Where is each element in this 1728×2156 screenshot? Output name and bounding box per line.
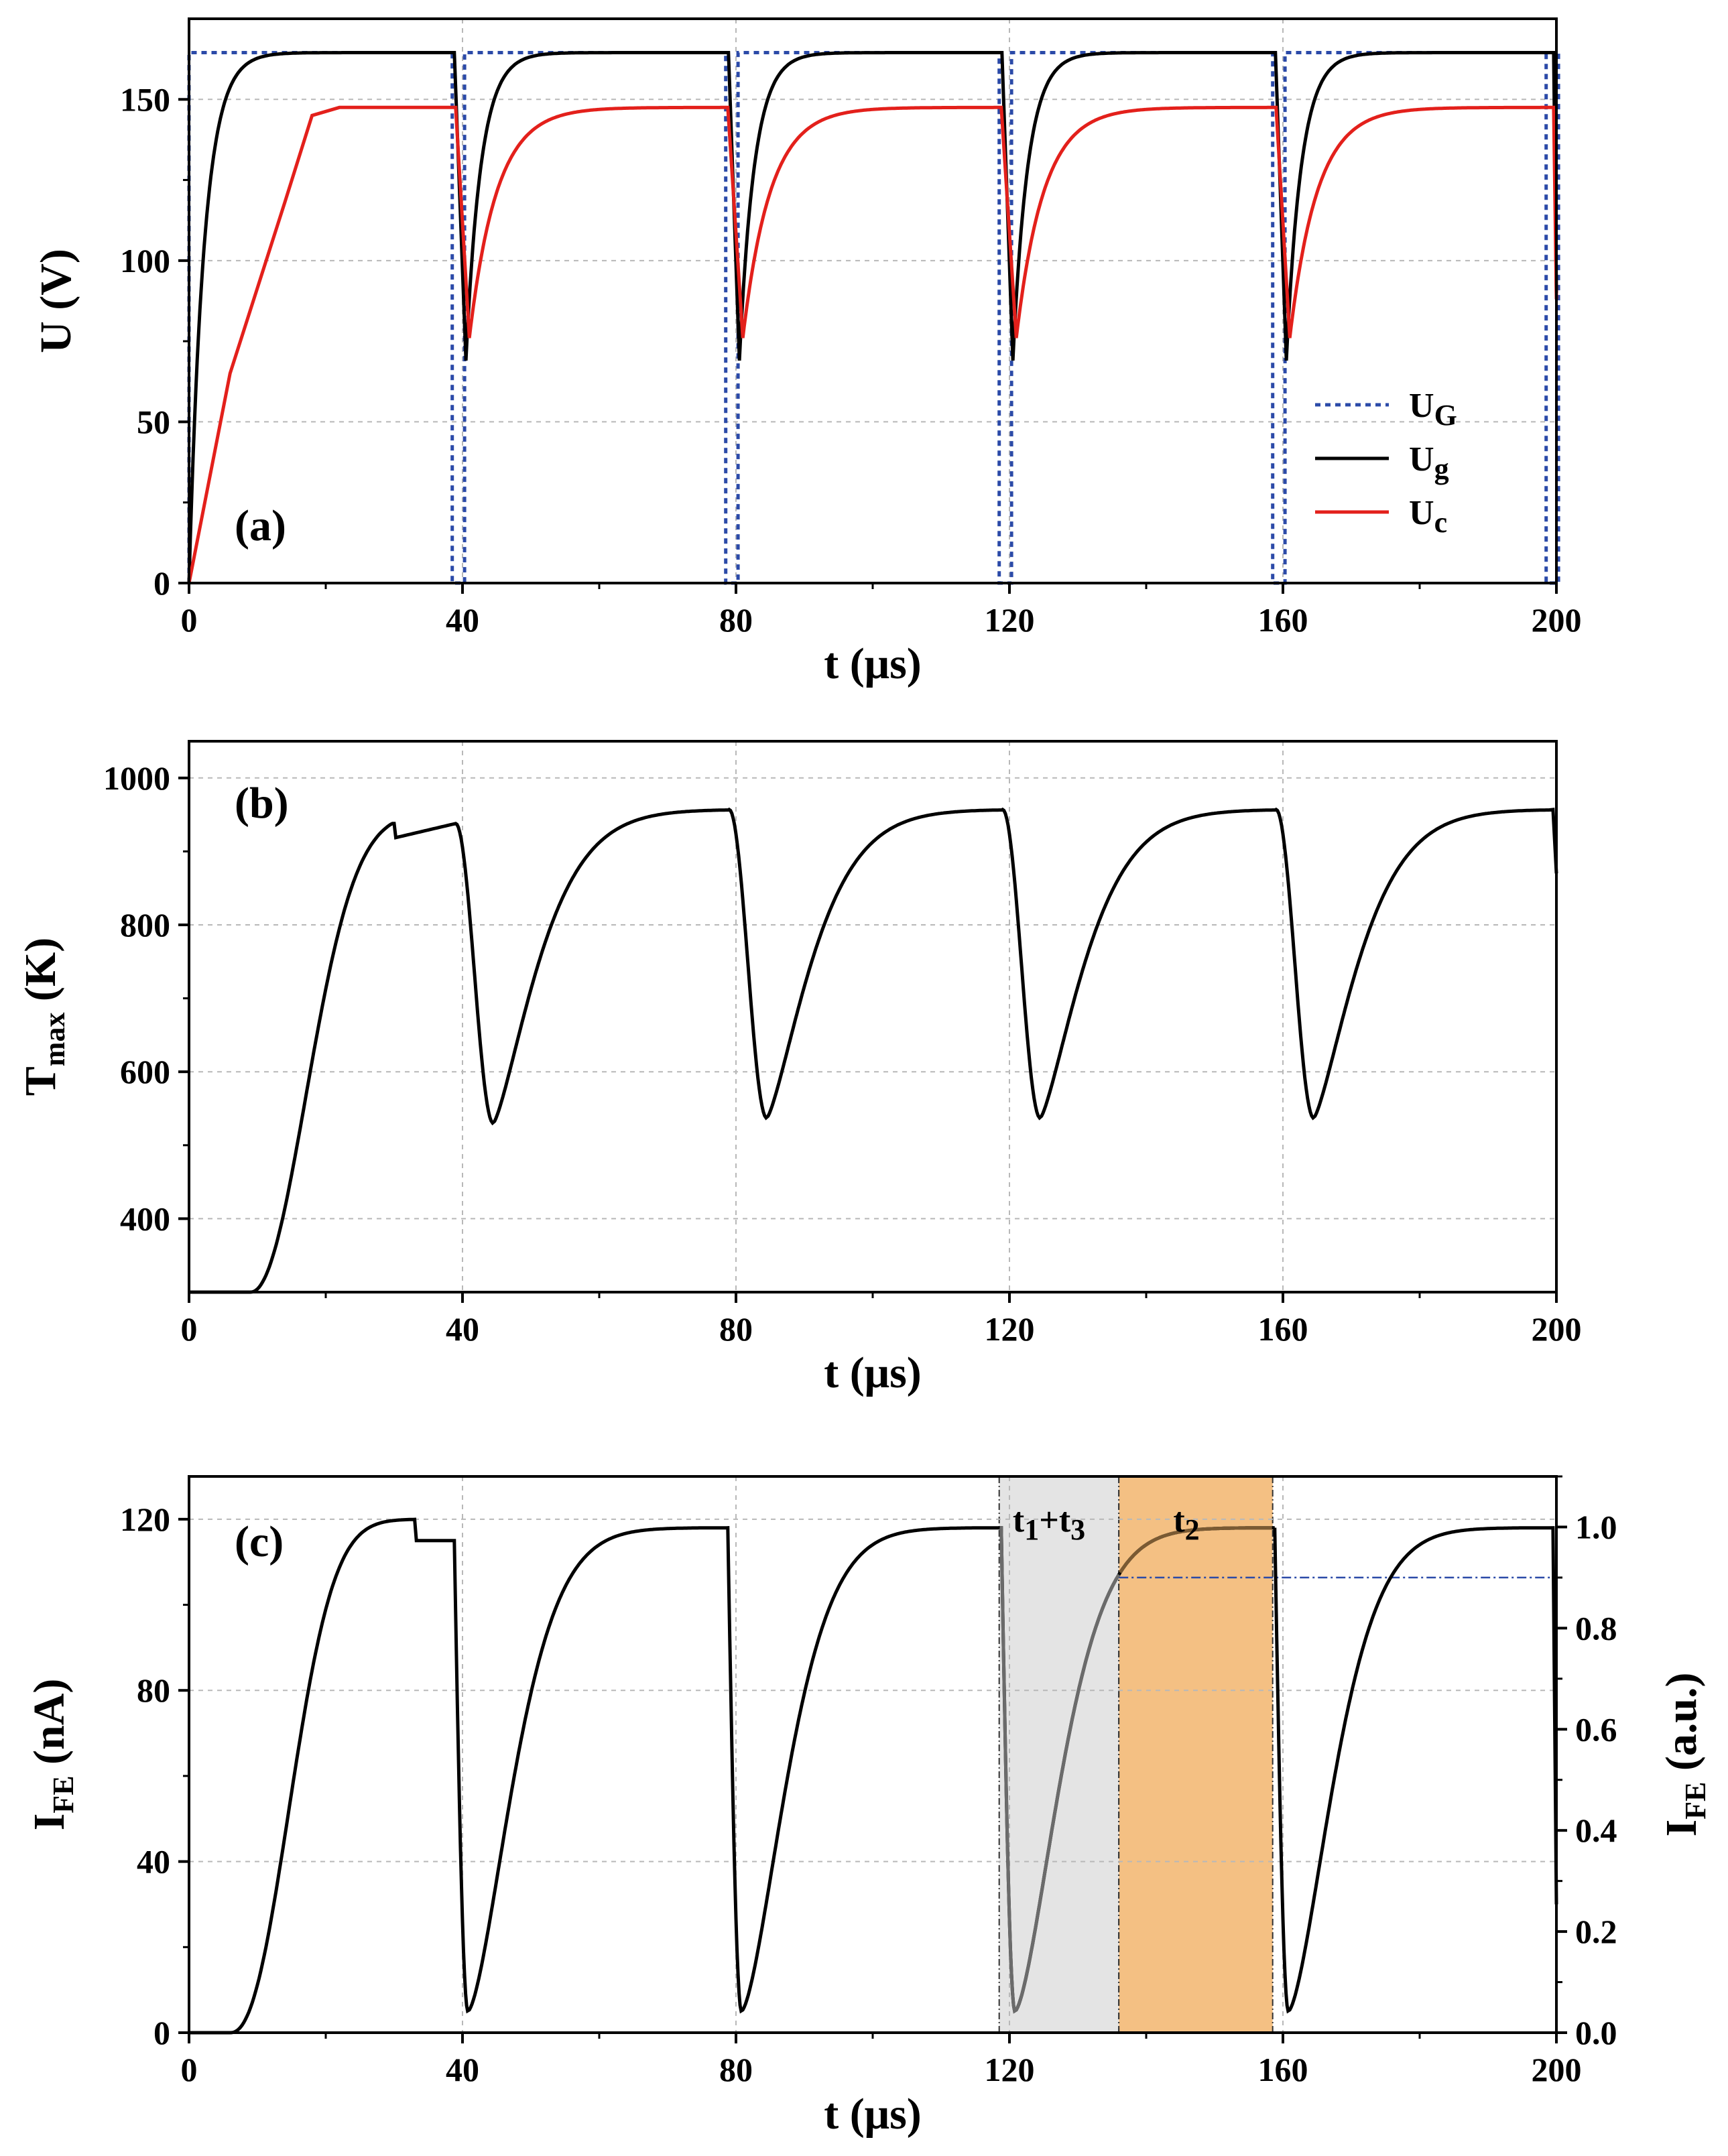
- y-tick-label: 80: [137, 1671, 170, 1709]
- panel-b-ticks: 0 40 80 120 160 200 400 600 800 1000: [103, 759, 1582, 1348]
- panel-a-grid: [189, 19, 1556, 583]
- x-tick-label: 160: [1258, 1310, 1308, 1348]
- x-tick-label: 200: [1532, 1310, 1582, 1348]
- panel-b-xlabel: t (μs): [824, 1348, 922, 1397]
- panel-c-label: (c): [235, 1517, 284, 1566]
- series-IFE-band-segment: [999, 1525, 1121, 2014]
- y2-tick-label: 0.2: [1575, 1913, 1617, 1950]
- y-tick-label: 800: [120, 906, 170, 944]
- x-tick-label: 120: [985, 1310, 1035, 1348]
- series-Ug-line: [187, 51, 1558, 584]
- y2-tick-label: 0.0: [1575, 2014, 1617, 2051]
- panel-c-series: [189, 1517, 1558, 2035]
- panel-a: 0 40 80 120 160 200 0 50 100 150 (a) t (μs) U (V)…: [32, 17, 1582, 688]
- y-tick-label: 150: [120, 80, 170, 118]
- x-tick-label: 80: [719, 601, 753, 639]
- series-Tmax-line: [189, 807, 1558, 1294]
- panel-c-ylabel: IFE (nA): [25, 1679, 80, 1831]
- band-t1-t3-label: t1+t3: [1013, 1501, 1085, 1546]
- panel-a-series: [187, 51, 1560, 585]
- panel-c-ticks: 0 40 80 120 160 200 0 40 80 120 0.0 0.2 0.4 0.6 0.8 1.0: [120, 1475, 1617, 2088]
- band-0: [999, 1476, 1119, 2033]
- x-tick-label: 40: [446, 1310, 479, 1348]
- panel-c-xlabel: t (μs): [824, 2090, 922, 2139]
- panel-a-xlabel: t (μs): [824, 639, 922, 688]
- y-tick-label: 400: [120, 1200, 170, 1237]
- panel-a-ticks: 0 40 80 120 160 200 0 50 100 150: [120, 80, 1582, 639]
- panel-a-ylabel: U (V): [32, 249, 80, 353]
- legend-Ug-label: Ug: [1409, 440, 1449, 485]
- y-tick-label: 50: [137, 403, 170, 440]
- panel-c-bands: [998, 1476, 1274, 2033]
- panel-c-grid: [189, 1476, 1556, 2033]
- panel-a-label: (a): [235, 501, 286, 550]
- y2-tick-label: 0.6: [1575, 1710, 1617, 1748]
- x-tick-label: 40: [446, 2051, 479, 2088]
- panel-a-frame: [188, 17, 1558, 584]
- x-tick-label: 0: [181, 601, 198, 639]
- legend: UG Ug Uc: [1315, 387, 1457, 539]
- y-tick-label: 40: [137, 1843, 170, 1881]
- band-t2-label: t2: [1173, 1501, 1199, 1546]
- x-tick-label: 80: [719, 2051, 753, 2088]
- x-tick-label: 80: [719, 1310, 753, 1348]
- y-tick-label: 1000: [103, 759, 170, 797]
- series-IFE-band2-segment: [1119, 1526, 1272, 1574]
- panel-b-label: (b): [235, 779, 289, 828]
- y-tick-label: 120: [120, 1501, 170, 1538]
- y2-tick-label: 0.4: [1575, 1812, 1617, 1849]
- x-tick-label: 160: [1258, 2051, 1308, 2088]
- x-tick-label: 40: [446, 601, 479, 639]
- y-tick-label: 100: [120, 242, 170, 279]
- y2-tick-label: 0.8: [1575, 1609, 1617, 1647]
- panel-c: 0 40 80 120 160 200 0 40 80 120 0.0 0.2 0.4 0.6 0.8 1.0…: [25, 1475, 1712, 2139]
- y-tick-label: 0: [153, 2014, 170, 2051]
- legend-Uc-label: Uc: [1409, 494, 1447, 539]
- series-Uc-line: [187, 105, 1558, 584]
- x-tick-label: 200: [1532, 601, 1582, 639]
- band-1: [1119, 1476, 1273, 2033]
- panel-b-series: [189, 807, 1558, 1294]
- x-tick-label: 0: [181, 1310, 198, 1348]
- y-tick-label: 600: [120, 1053, 170, 1090]
- legend-UG-label: UG: [1409, 387, 1457, 432]
- x-tick-label: 0: [181, 2051, 198, 2088]
- panel-c-frame: [188, 1475, 1558, 2034]
- series-IFE-line: [189, 1517, 1558, 2035]
- panel-c-y2label: IFE (a.u.): [1657, 1672, 1712, 1836]
- y2-tick-label: 1.0: [1575, 1508, 1617, 1545]
- panel-b-ylabel: Tmax (K): [16, 938, 71, 1096]
- x-tick-label: 200: [1532, 2051, 1582, 2088]
- y-tick-label: 0: [153, 564, 170, 602]
- panel-b: 0 40 80 120 160 200 400 600 800 1000 (b) t (μs) T…: [16, 740, 1582, 1397]
- x-tick-label: 120: [985, 601, 1035, 639]
- x-tick-label: 120: [985, 2051, 1035, 2088]
- x-tick-label: 160: [1258, 601, 1308, 639]
